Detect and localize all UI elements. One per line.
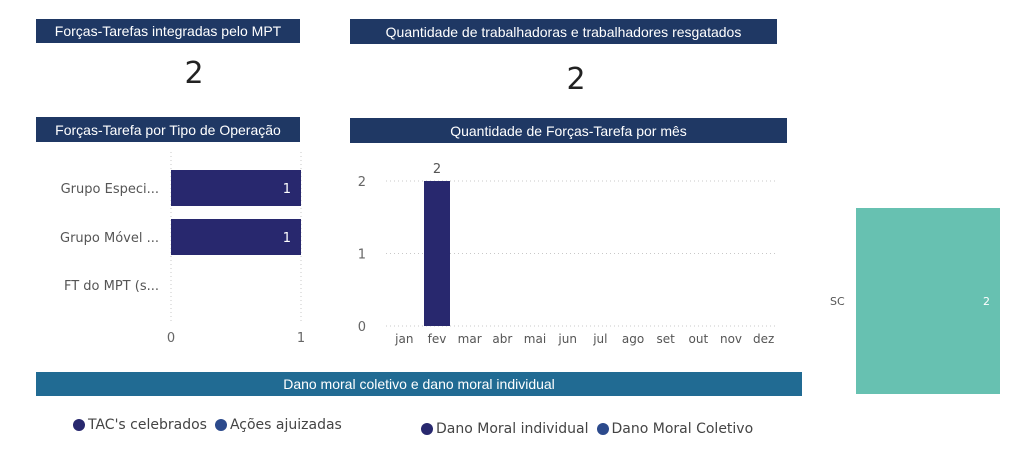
card-value-resgatados: 2 [566, 62, 586, 97]
bar [171, 170, 301, 206]
legend-dot-icon [73, 419, 85, 431]
x-tick-label: nov [720, 332, 742, 346]
data-label: 1 [283, 231, 291, 246]
x-tick-label: jun [557, 332, 577, 346]
legend-label: Ações ajuizadas [229, 417, 342, 433]
category-label: Grupo Móvel ... [60, 231, 159, 246]
section-title-dano-moral: Dano moral coletivo e dano moral individ… [36, 372, 802, 396]
category-label: FT do MPT (s... [64, 279, 159, 294]
chart-title-por-tipo: Forças-Tarefa por Tipo de Operação [36, 117, 300, 142]
x-tick-label: ago [622, 332, 644, 346]
x-tick-label: mar [458, 332, 482, 346]
legend-dano-moral: Dano Moral individual Dano Moral Coletivo [421, 421, 753, 437]
chart-treemap-uf: SC 2 [830, 208, 1000, 394]
y-tick-label: 2 [358, 175, 366, 190]
legend-item[interactable]: Ações ajuizadas [214, 417, 342, 433]
category-label: Grupo Especi... [61, 182, 159, 197]
chart-por-mes: 0 1 2 jan fev 2 mar abr mai jun jul ago set out nov dez [358, 162, 778, 346]
x-tick-label: 0 [167, 331, 175, 346]
legend-dot-icon [596, 423, 609, 435]
card-title-resgatados: Quantidade de trabalhadoras e trabalhado… [350, 19, 777, 44]
legend-label: Dano Moral individual [436, 421, 589, 437]
legend-item[interactable]: Dano Moral Coletivo [596, 421, 754, 437]
x-tick-label: jan [394, 332, 413, 346]
y-tick-label: 0 [358, 320, 366, 335]
data-label: 2 [433, 162, 441, 177]
x-tick-label: set [656, 332, 675, 346]
x-tick-label: jul [592, 332, 607, 346]
chart-por-tipo-operacao: 0 1 Grupo Especi... 1 Grupo Móvel ... 1 FT do … [60, 152, 305, 346]
chart-title-por-mes: Quantidade de Forças-Tarefa por mês [350, 118, 787, 143]
x-tick-label: 1 [297, 331, 305, 346]
treemap-value-label: 2 [983, 295, 990, 308]
legend-label: Dano Moral Coletivo [611, 421, 754, 437]
legend-tac-acoes: TAC's celebrados Ações ajuizadas [73, 417, 342, 433]
legend-item[interactable]: Dano Moral individual [421, 421, 589, 437]
x-tick-label: mai [524, 332, 546, 346]
x-tick-label: fev [428, 332, 447, 346]
bar [424, 181, 450, 326]
treemap-tile [856, 208, 1000, 394]
card-title-forcas-tarefas: Forças-Tarefas integradas pelo MPT [36, 19, 300, 43]
x-tick-label: out [689, 332, 709, 346]
legend-dot-icon [421, 423, 433, 435]
y-tick-label: 1 [358, 248, 366, 263]
data-label: 1 [283, 182, 291, 197]
card-value-forcas-tarefas: 2 [184, 56, 204, 91]
x-tick-label: dez [753, 332, 774, 346]
x-tick-label: abr [492, 332, 512, 346]
treemap-category-label: SC [830, 295, 845, 308]
bar [171, 219, 301, 255]
legend-label: TAC's celebrados [88, 417, 207, 433]
legend-dot-icon [214, 419, 227, 431]
legend-item[interactable]: TAC's celebrados [73, 417, 207, 433]
